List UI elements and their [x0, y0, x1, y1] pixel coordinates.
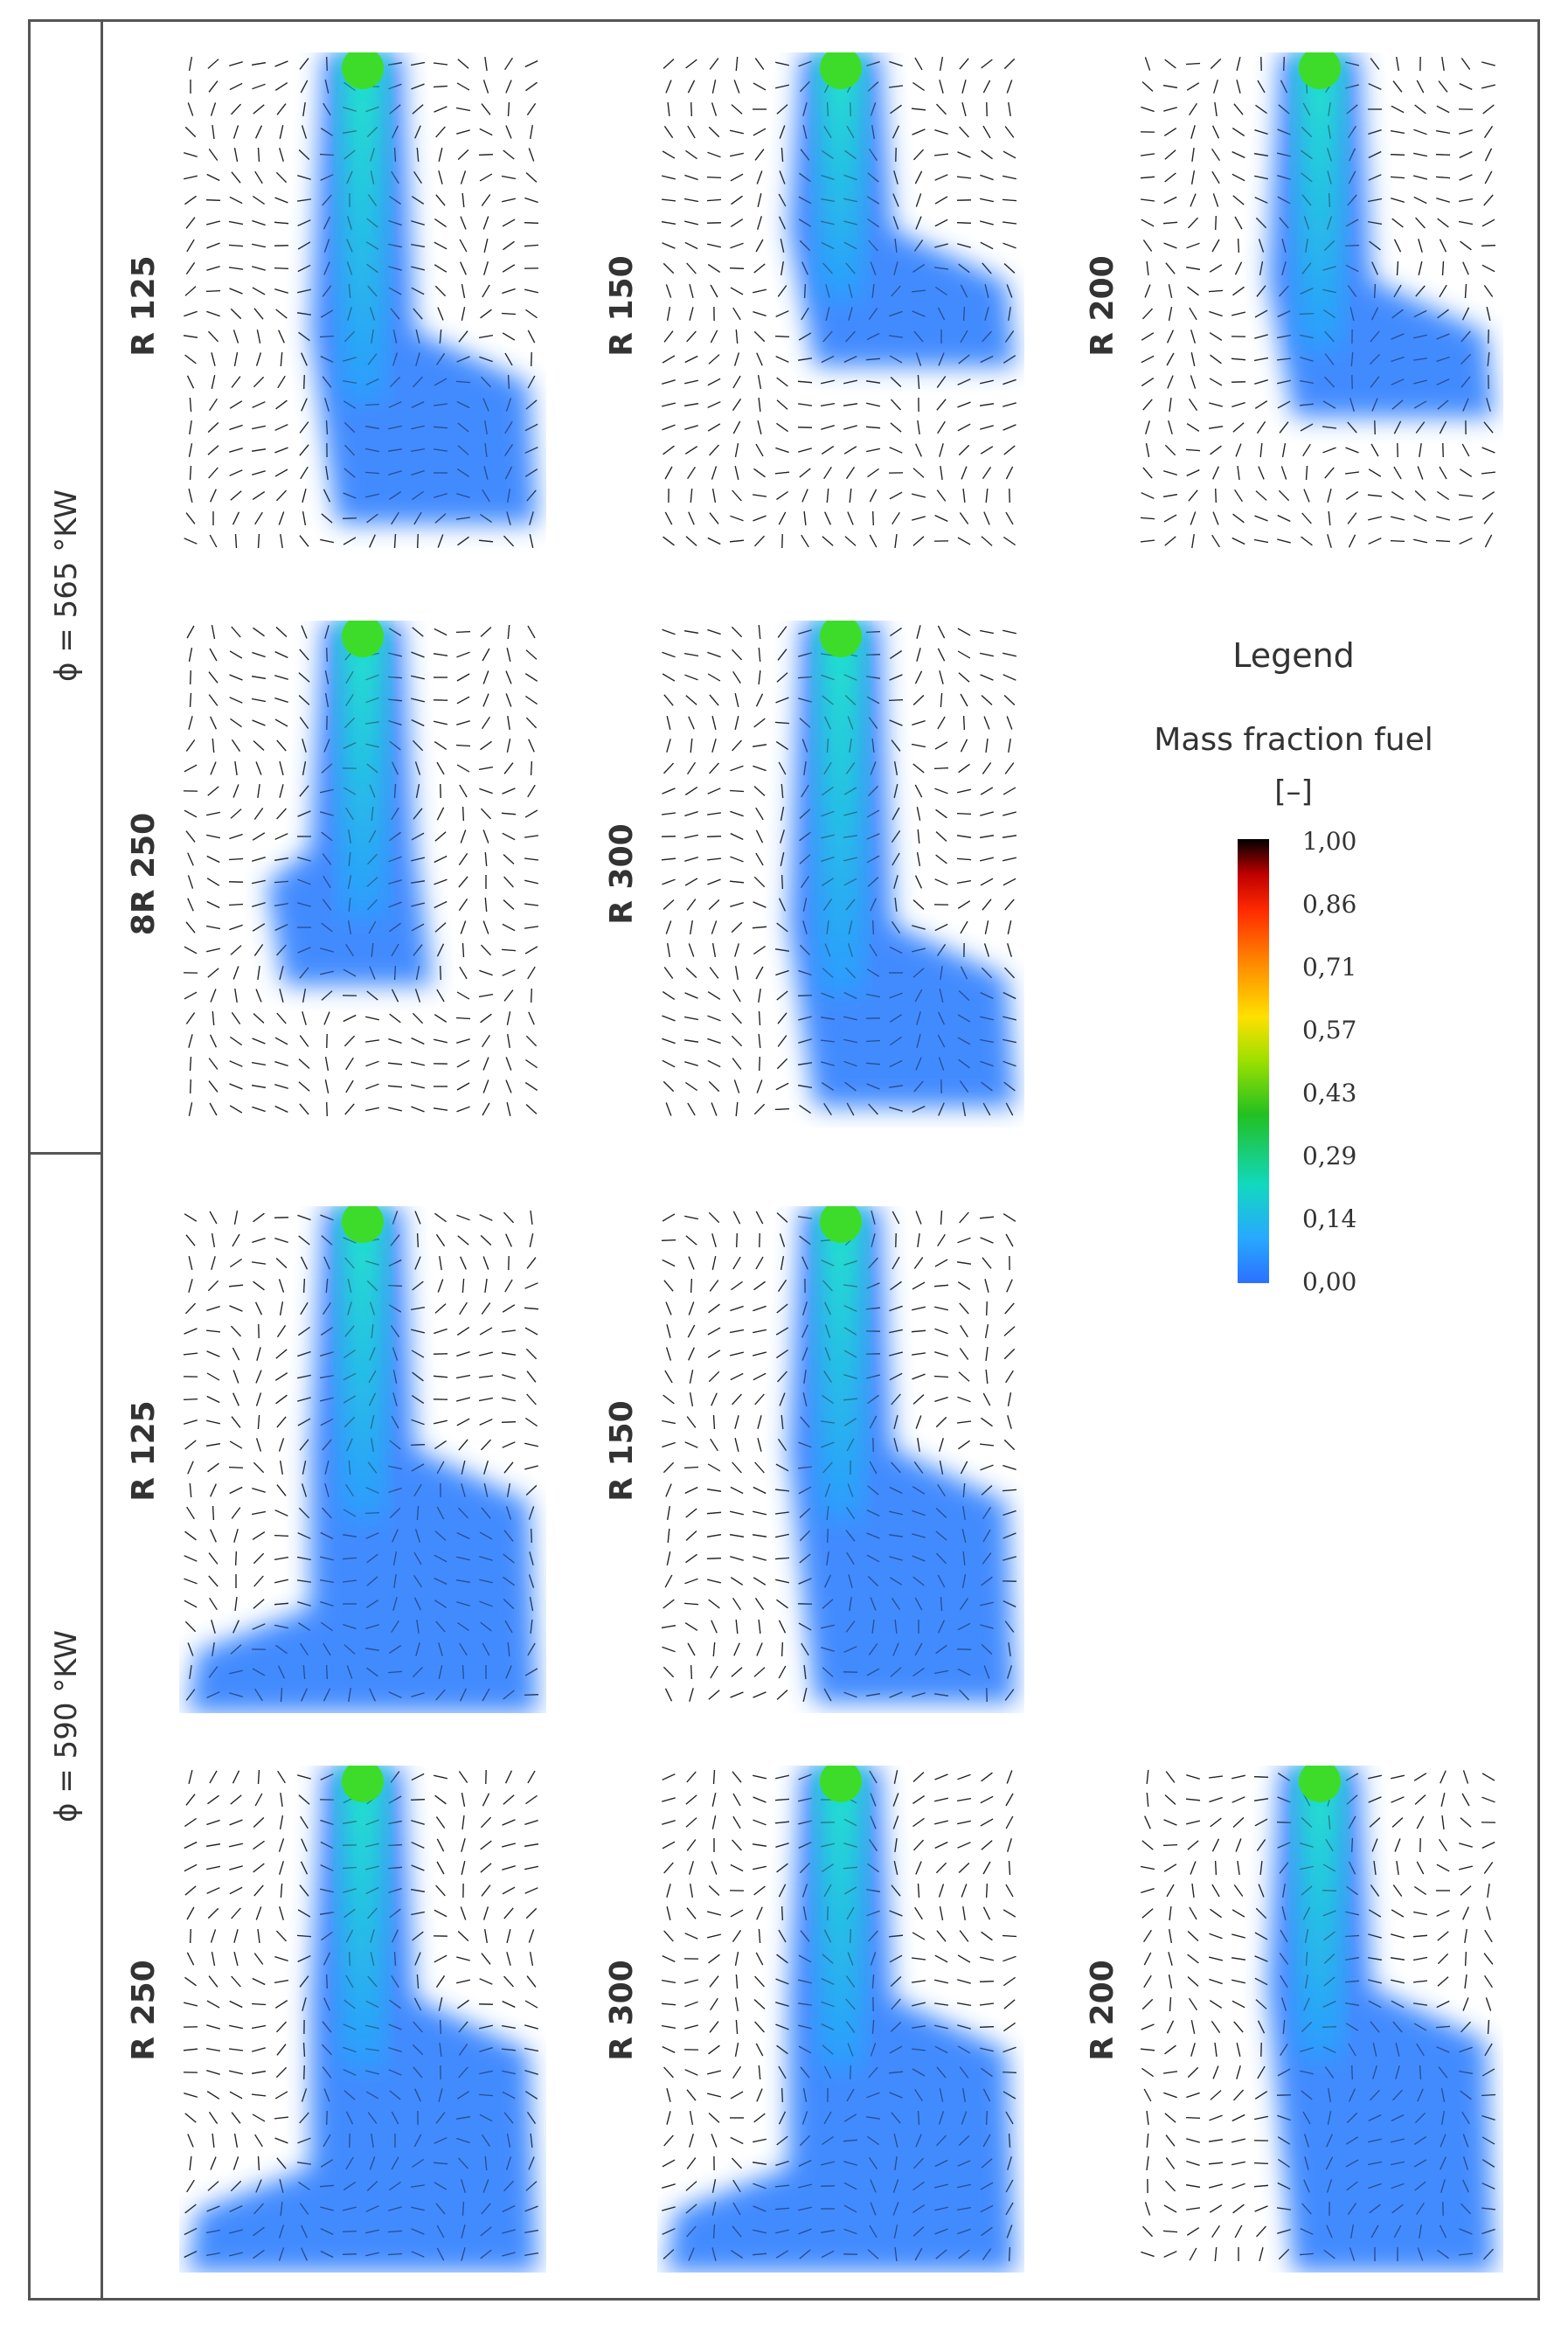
simulation-panel — [179, 1766, 546, 2273]
case-label: R 250 — [126, 1960, 162, 2061]
velocity-field-overlay — [1140, 1769, 1496, 2262]
fuel-core — [1297, 52, 1343, 350]
panel-graphic — [661, 1206, 1017, 1704]
legend-tick: 0,00 — [1302, 1267, 1357, 1296]
simulation-panel — [1136, 52, 1503, 559]
group-label-565: ϕ = 565 °KW — [49, 489, 84, 682]
injector-tip — [820, 1206, 862, 1243]
legend-title: Legend — [1232, 636, 1355, 675]
group-label-590: ϕ = 590 °KW — [49, 1630, 84, 1822]
fuel-core — [340, 1766, 385, 2069]
velocity-field-overlay — [183, 624, 538, 1117]
fuel-core — [340, 1206, 385, 1520]
velocity-field-overlay — [184, 56, 539, 549]
velocity-field-overlay — [183, 1769, 539, 2261]
legend-colorbar — [1238, 839, 1269, 1283]
simulation-panel — [179, 1206, 546, 1713]
panel-graphic — [661, 52, 1017, 549]
fuel-core — [818, 621, 864, 995]
simulation-panel — [179, 52, 546, 559]
case-label: R 150 — [604, 255, 640, 357]
case-label: 8R 250 — [126, 812, 162, 936]
case-label: R 150 — [604, 1400, 640, 1502]
panel-graphic — [184, 52, 539, 549]
legend-tick: 0,71 — [1302, 953, 1357, 982]
fuel-core — [340, 52, 385, 401]
simulation-panel — [657, 1766, 1024, 2273]
case-label: R 200 — [1085, 255, 1120, 357]
panel-graphic — [183, 1766, 539, 2273]
legend-quantity: Mass fraction fuel — [1154, 722, 1433, 758]
velocity-field — [661, 1210, 1017, 1703]
simulation-panel — [657, 621, 1024, 1128]
injector-tip — [342, 52, 384, 89]
injector-tip — [1299, 1766, 1341, 1802]
injector-tip — [820, 621, 862, 657]
velocity-field-overlay — [183, 1210, 539, 1703]
injector-tip — [342, 1206, 384, 1243]
group-label-column — [28, 19, 103, 2301]
fuel-core — [818, 52, 864, 300]
fuel-core — [1297, 1766, 1343, 2059]
injector-tip — [342, 621, 384, 657]
panel-graphic — [183, 1206, 539, 1713]
legend-tick: 0,43 — [1302, 1079, 1357, 1107]
legend-tick: 0,57 — [1302, 1016, 1357, 1045]
panel-graphic — [183, 621, 538, 1117]
case-label: R 300 — [604, 1960, 640, 2061]
fuel-core — [340, 621, 385, 919]
injector-tip — [820, 1766, 862, 1802]
figure-frame — [28, 19, 1540, 2301]
simulation-panel — [657, 52, 1024, 559]
simulation-panel — [1136, 1766, 1503, 2273]
legend-tick: 1,00 — [1302, 827, 1357, 856]
legend-unit: [–] — [1274, 774, 1313, 809]
case-label: R 200 — [1085, 1960, 1120, 2061]
fuel-core — [818, 1206, 864, 1520]
injector-tip — [342, 1766, 384, 1802]
panel-graphic — [661, 1766, 1017, 2273]
injector-tip — [820, 52, 862, 89]
simulation-panel — [657, 1206, 1024, 1713]
case-label: R 125 — [126, 255, 162, 357]
panel-graphic — [1140, 1766, 1496, 2273]
injector-tip — [1299, 52, 1341, 89]
simulation-panel — [179, 621, 546, 1128]
velocity-field-overlay — [661, 624, 1016, 1117]
legend-tick: 0,14 — [1302, 1204, 1357, 1233]
fuel-core — [818, 1766, 864, 2069]
case-label: R 125 — [126, 1400, 162, 1502]
panel-graphic — [1140, 52, 1496, 548]
case-label: R 300 — [604, 823, 640, 925]
legend-tick: 0,29 — [1302, 1142, 1357, 1170]
legend-tick: 0,86 — [1302, 890, 1357, 919]
velocity-field-overlay — [661, 1769, 1017, 2262]
panel-graphic — [661, 621, 1016, 1117]
group-divider — [28, 1152, 103, 1155]
